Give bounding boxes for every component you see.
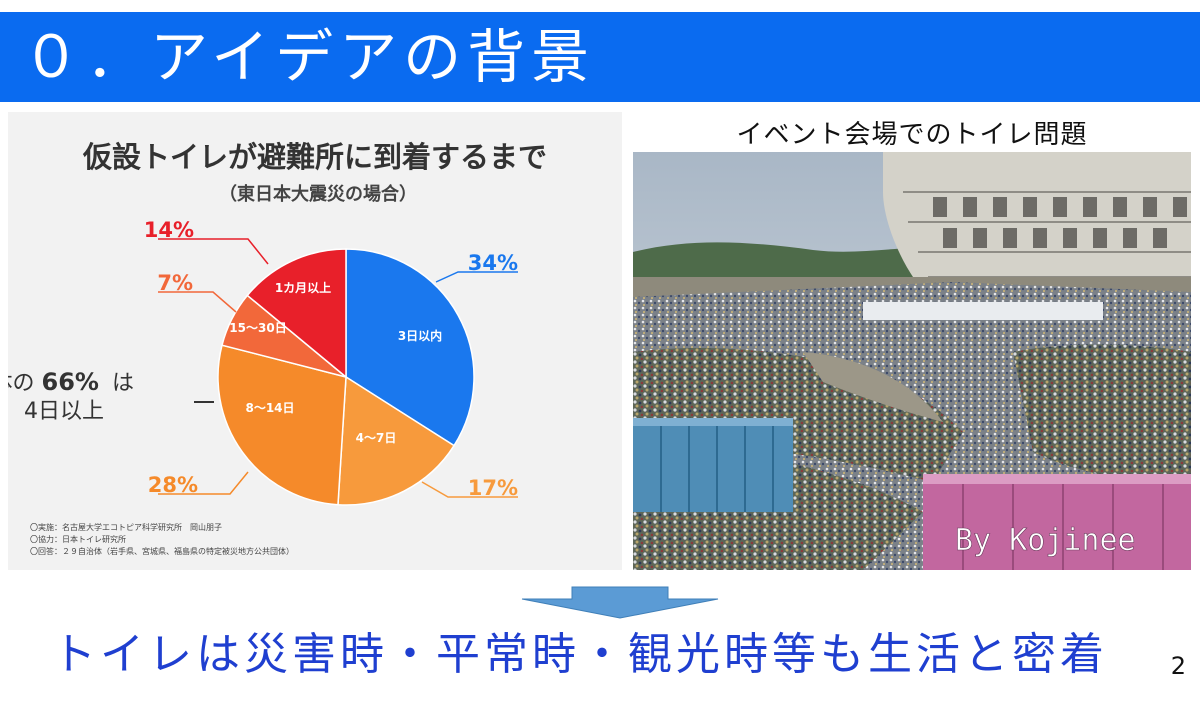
pie-leader-2 <box>421 481 518 498</box>
slide-title: ０．アイデアの背景 <box>22 23 596 91</box>
footnote-2: 〇協力：日本トイレ研究所 <box>30 534 126 544</box>
pie-value-label-2: 17% <box>468 476 518 500</box>
summary-suffix: は <box>112 371 134 396</box>
pie-slice-label-1: 3日以内 <box>398 328 442 343</box>
chart-subtitle: （東日本大震災の場合） <box>219 183 417 205</box>
pie-chart-panel: 仮設トイレが避難所に到着するまで （東日本大震災の場合） 3日以内 34% 4～7日… <box>8 112 622 570</box>
pie-labels: 3日以内 34% 4～7日 17% 8～14日 28% 15～30日 7% 1カ月以上 14% <box>144 218 518 500</box>
photo-watermark: By Kojinee <box>955 523 1136 558</box>
pie-slice-label-4: 15～30日 <box>229 321 286 335</box>
chart-title: 仮設トイレが避難所に到着するまで <box>82 140 547 174</box>
stadium-crowd-image: By Kojinee <box>633 152 1191 570</box>
photo-caption: イベント会場でのトイレ問題 <box>736 120 1088 150</box>
slide-header: ０．アイデアの背景 <box>0 12 1200 102</box>
pie-value-label-3: 28% <box>148 473 198 497</box>
pie-leader-4 <box>158 291 237 313</box>
pie-slice-label-2: 4～7日 <box>356 431 397 445</box>
footnote-3: 〇回答：２９自治体（岩手県、宮城県、福島県の特定被災地方公共団体） <box>30 546 294 556</box>
pie-leader-lines <box>158 238 518 498</box>
down-arrow-icon <box>521 586 719 619</box>
summary-prefix: 全体の <box>8 371 35 396</box>
pie-slice-5 <box>246 248 347 379</box>
event-venue-photo: By Kojinee <box>633 152 1191 570</box>
footnote-1: 〇実施：名古屋大学エコトピア科学研究所 岡山朋子 <box>30 522 222 532</box>
pie-value-label-5: 14% <box>144 218 194 242</box>
pie-slice-2 <box>337 375 456 506</box>
pie-slice-label-3: 8～14日 <box>245 401 294 415</box>
conclusion-text: トイレは災害時・平常時・観光時等も生活と密着 <box>52 629 1108 680</box>
pie-leader-1 <box>435 271 518 283</box>
pie-value-label-4: 7% <box>157 271 193 295</box>
pie-slice-3 <box>217 344 347 506</box>
pie-slices <box>217 248 475 506</box>
pie-leader-5 <box>158 238 269 265</box>
pie-slice-label-5: 1カ月以上 <box>275 280 331 295</box>
pie-chart: 仮設トイレが避難所に到着するまで （東日本大震災の場合） 3日以内 34% 4～7日… <box>8 140 547 556</box>
page-number: 2 <box>1170 652 1186 680</box>
summary-line2: 4日以上 <box>24 399 104 424</box>
summary-note: 全体の 66% は <box>8 368 134 396</box>
pie-leader-3 <box>158 471 249 495</box>
summary-percent: 66% <box>42 368 99 396</box>
pie-value-label-1: 34% <box>468 251 518 275</box>
